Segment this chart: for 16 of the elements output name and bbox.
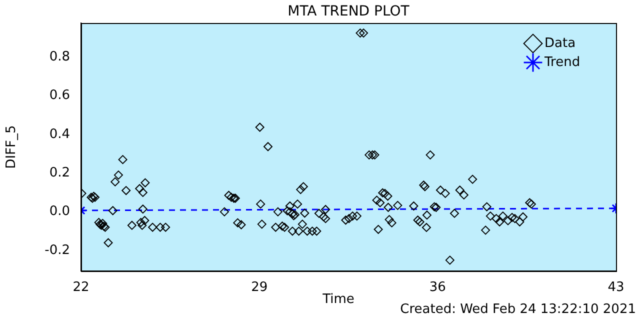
x-tick-label: 22	[72, 280, 90, 296]
x-tick-label: 29	[251, 280, 268, 296]
x-axis-title: Time	[322, 292, 354, 307]
y-tick-label: -0.2	[44, 242, 70, 258]
y-axis-title: DIFF_5	[4, 125, 20, 169]
text: Created: Wed Feb 24 13:22:10 2021	[400, 302, 636, 317]
y-tick-label: 0.6	[49, 88, 70, 104]
legend-label: Data	[544, 36, 576, 51]
x-tick-label: 36	[429, 280, 446, 296]
legend-label: Trend	[544, 54, 580, 70]
y-tick-label: 0.2	[49, 165, 70, 180]
y-tick-label: 0.8	[49, 49, 70, 64]
x-tick-label: 43	[608, 280, 624, 296]
y-tick-label: 0.0	[49, 204, 70, 220]
y-tick-label: 0.4	[49, 126, 70, 142]
chart-title: MTA TREND PLOT	[288, 4, 410, 20]
